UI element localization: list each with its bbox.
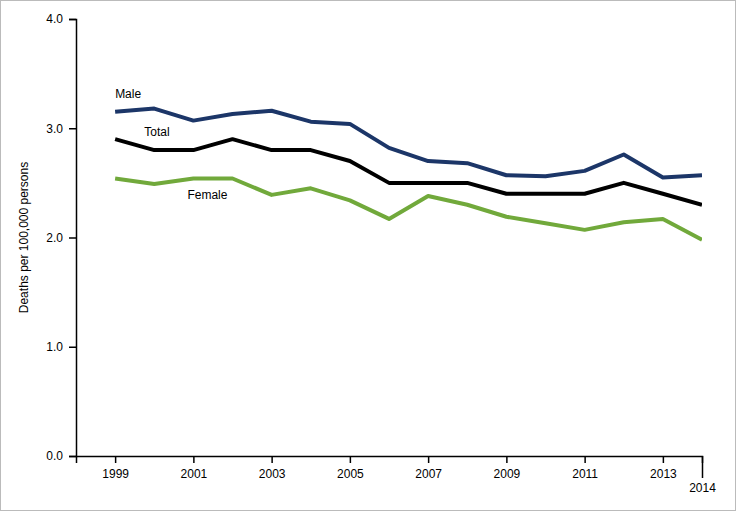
y-tick-label: 2.0 (46, 231, 63, 245)
y-tick: 2.0 (46, 231, 76, 245)
y-tick-mark (69, 19, 76, 21)
x-tick: 2003 (259, 456, 286, 481)
y-axis: 0.0 1.0 2.0 3.0 4.0 (46, 12, 76, 463)
y-axis-line (69, 20, 77, 457)
y-tick-label: 1.0 (46, 340, 63, 354)
x-tick-label: 1999 (102, 467, 129, 481)
x-tick-label: 2005 (337, 467, 364, 481)
x-tick: 2007 (415, 456, 442, 481)
y-tick: 3.0 (46, 122, 76, 136)
x-tick-mark (428, 456, 430, 463)
x-tick-label: 2009 (494, 467, 521, 481)
x-tick-mark (193, 456, 195, 463)
series-label: Male (115, 87, 141, 101)
series-labels: Male Total Female (115, 87, 228, 202)
x-tick-label: 2007 (415, 467, 442, 481)
x-tick-mark (115, 456, 117, 463)
x-tick-label: 2013 (650, 467, 677, 481)
y-tick-mark (69, 128, 76, 130)
x-tick: 2001 (181, 456, 208, 481)
x-tick: 2013 (650, 456, 677, 481)
y-tick: 0.0 (46, 449, 76, 463)
x-tick-mark (271, 456, 273, 463)
series-label: Female (187, 188, 227, 202)
y-tick-label: 0.0 (46, 449, 63, 463)
x-tick-label: 2014 (689, 481, 716, 495)
y-tick: 1.0 (46, 340, 76, 354)
x-tick-label: 2011 (572, 467, 598, 481)
x-tick-mark (506, 456, 508, 463)
x-tick: 2014 (689, 456, 716, 495)
y-tick-mark (69, 347, 76, 349)
x-tick: 2011 (572, 456, 598, 481)
chart: 0.0 1.0 2.0 3.0 4.0 1999 2001 2003 2005 2007 2009 2… (0, 0, 736, 511)
y-tick-label: 4.0 (46, 12, 63, 26)
x-axis: 1999 2001 2003 2005 2007 2009 2011 2013 2014 (77, 456, 717, 495)
plot: 0.0 1.0 2.0 3.0 4.0 1999 2001 2003 2005 2007 2009 2… (46, 12, 716, 494)
series-line (115, 139, 702, 205)
x-tick: 2009 (494, 456, 521, 481)
x-tick-label: 2003 (259, 467, 286, 481)
x-tick: 1999 (102, 456, 129, 481)
y-tick: 4.0 (46, 12, 76, 26)
lines (115, 109, 702, 240)
x-tick: 2005 (337, 456, 364, 481)
frame (1, 1, 736, 511)
y-axis-title: Deaths per 100,000 persons (17, 162, 31, 313)
series-label: Total (144, 125, 169, 139)
series-line (115, 179, 702, 240)
y-tick-label: 3.0 (46, 122, 63, 136)
y-tick-mark (69, 237, 76, 239)
x-tick-mark (584, 456, 586, 463)
x-tick-label: 2001 (181, 467, 208, 481)
x-axis-line (77, 457, 703, 464)
y-tick-mark (69, 456, 76, 458)
x-tick-mark (702, 456, 704, 478)
series-line (115, 109, 702, 178)
x-tick-mark (350, 456, 352, 463)
x-tick-mark (663, 456, 665, 463)
